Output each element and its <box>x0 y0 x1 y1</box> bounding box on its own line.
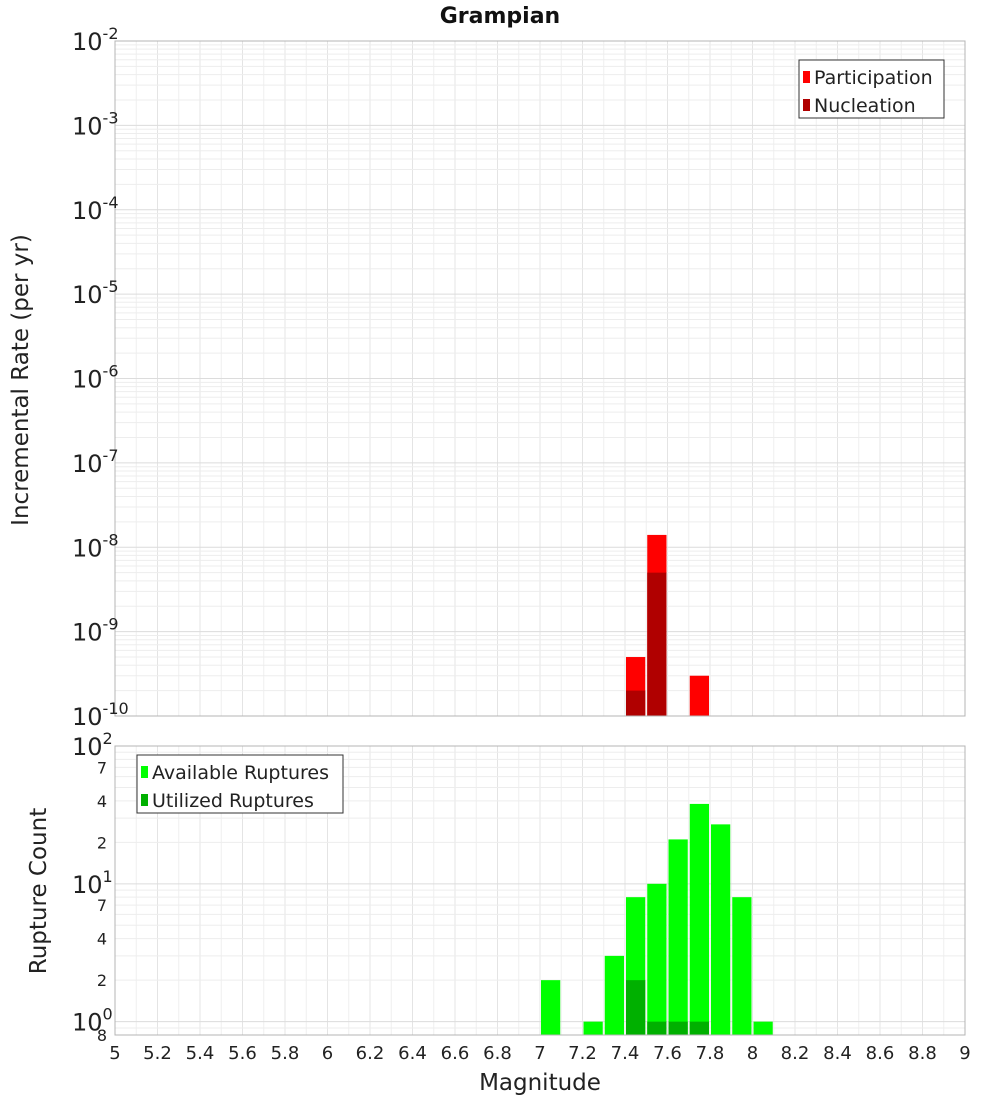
available-ruptures-bar <box>647 883 667 1035</box>
x-tick-labels: 5 5.2 5.4 5.6 5.8 6 6.2 6.4 6.6 6.8 7 7.2 7.4 7.6 7.8 8… <box>109 1043 970 1064</box>
x-tick-label: 8 <box>747 1043 758 1064</box>
y-tick-label: 102 <box>72 729 113 761</box>
utilized-ruptures-bar <box>689 1021 709 1035</box>
x-tick-label: 5.4 <box>186 1043 215 1064</box>
x-tick-label: 8.2 <box>781 1043 810 1064</box>
y-minor-tick-label: 7 <box>97 896 107 915</box>
top-y-axis-label: Incremental Rate (per yr) <box>8 234 34 526</box>
y-tick-label: 10-5 <box>72 277 119 309</box>
participation-legend-label: Participation <box>814 67 933 89</box>
utilized-ruptures-bar <box>626 980 646 1035</box>
y-tick-label: 10-3 <box>72 108 119 140</box>
x-axis-label: Magnitude <box>479 1070 601 1096</box>
y-tick-label: 10-2 <box>72 24 119 56</box>
utilized-ruptures-bar <box>668 1021 688 1035</box>
x-tick-label: 8.6 <box>866 1043 895 1064</box>
top-plot-grid <box>114 40 966 717</box>
x-tick-label: 5 <box>109 1043 120 1064</box>
x-tick-label: 8.4 <box>823 1043 852 1064</box>
top-y-tick-labels: 10-2 10-3 10-4 10-5 10-6 10-7 10-8 10-9 10-10 <box>72 24 129 731</box>
bottom-y-axis-label: Rupture Count <box>26 808 52 974</box>
utilized-ruptures-bar <box>647 1021 667 1035</box>
legend-box <box>798 59 945 119</box>
participation-bar <box>689 675 709 716</box>
y-minor-tick-label: 4 <box>97 792 107 811</box>
bottom-plot-frame <box>114 745 966 1036</box>
chart-title: Grampian <box>440 4 560 29</box>
x-tick-label: 6.6 <box>441 1043 470 1064</box>
y-tick-label: 10-10 <box>72 699 129 731</box>
available-ruptures-bar <box>753 1021 773 1035</box>
y-tick-label: 10-6 <box>72 362 119 394</box>
utilized-ruptures-swatch <box>141 794 148 806</box>
x-tick-label: 7.8 <box>696 1043 725 1064</box>
available-ruptures-swatch <box>141 766 148 778</box>
x-tick-label: 5.8 <box>271 1043 300 1064</box>
available-ruptures-bar <box>732 897 752 1035</box>
participation-swatch <box>803 71 810 83</box>
y-minor-tick-label: 2 <box>97 971 107 990</box>
available-ruptures-bar <box>689 803 709 1035</box>
bottom-plot-bars <box>541 803 773 1035</box>
x-tick-label: 7.2 <box>568 1043 597 1064</box>
y-tick-label: 10-7 <box>72 446 119 478</box>
x-tick-label: 7.6 <box>653 1043 682 1064</box>
top-plot-frame <box>114 40 966 717</box>
y-tick-label: 10-9 <box>72 615 119 647</box>
available-ruptures-bar <box>541 980 561 1035</box>
bottom-y-tick-labels: 102 101 100 7 4 2 7 4 2 8 <box>72 729 113 1045</box>
x-tick-label: 6.8 <box>483 1043 512 1064</box>
y-minor-tick-label: 7 <box>97 758 107 777</box>
top-plot-bars <box>626 534 709 716</box>
x-tick-label: 8.8 <box>908 1043 937 1064</box>
available-ruptures-bar <box>583 1021 603 1035</box>
utilized-ruptures-legend-label: Utilized Ruptures <box>152 790 314 812</box>
top-legend: Participation Nucleation <box>798 59 945 119</box>
x-tick-label: 5.6 <box>228 1043 257 1064</box>
y-minor-tick-label: 4 <box>97 930 107 949</box>
x-tick-label: 6 <box>322 1043 333 1064</box>
available-ruptures-bar <box>668 839 688 1035</box>
nucleation-legend-label: Nucleation <box>814 95 916 117</box>
bottom-legend: Available Ruptures Utilized Ruptures <box>136 754 344 814</box>
x-tick-label: 9 <box>959 1043 970 1064</box>
y-tick-label: 10-8 <box>72 530 119 562</box>
nucleation-bar <box>647 572 667 716</box>
x-tick-label: 5.2 <box>143 1043 172 1064</box>
x-tick-label: 7 <box>534 1043 545 1064</box>
y-minor-tick-label: 2 <box>97 833 107 852</box>
y-tick-label: 100 <box>72 1005 113 1037</box>
available-ruptures-bar <box>604 955 624 1035</box>
y-tick-label: 101 <box>72 867 113 899</box>
y-tick-label: 10-4 <box>72 193 119 225</box>
legend-box <box>136 754 344 814</box>
nucleation-bar <box>626 690 646 716</box>
x-tick-label: 7.4 <box>611 1043 640 1064</box>
nucleation-swatch <box>803 99 810 111</box>
x-tick-label: 6.2 <box>356 1043 385 1064</box>
x-tick-label: 6.4 <box>398 1043 427 1064</box>
available-ruptures-legend-label: Available Ruptures <box>152 762 329 784</box>
available-ruptures-bar <box>711 824 731 1035</box>
y-minor-tick-label: 8 <box>97 1026 107 1045</box>
